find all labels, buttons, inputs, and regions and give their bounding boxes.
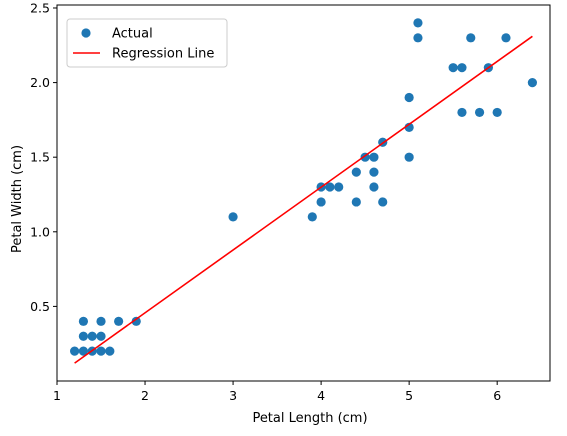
legend-label-actual: Actual xyxy=(112,27,153,42)
data-point xyxy=(351,197,361,207)
x-axis-label: Petal Length (cm) xyxy=(252,411,367,426)
data-point xyxy=(228,212,238,222)
data-point xyxy=(131,316,141,326)
y-tick-label: 0.5 xyxy=(30,299,50,314)
data-point xyxy=(369,167,379,177)
legend-label-regression: Regression Line xyxy=(112,47,214,62)
y-tick-label: 1.0 xyxy=(30,224,50,239)
legend-box xyxy=(66,18,228,68)
data-point xyxy=(351,167,361,177)
data-point xyxy=(501,33,511,43)
data-point xyxy=(404,92,414,103)
regression-line xyxy=(74,35,533,364)
data-point xyxy=(325,182,335,192)
data-point xyxy=(87,331,97,341)
x-tick-label: 6 xyxy=(493,388,501,403)
axes-frame xyxy=(56,4,551,382)
data-point xyxy=(404,152,414,162)
data-point xyxy=(307,212,317,222)
y-tick-label: 1.5 xyxy=(30,150,50,165)
data-point xyxy=(413,18,423,28)
axes: 1 2 3 4 5 6 0.5 1.0 1.5 2.0 2.5 xyxy=(30,0,551,403)
data-point xyxy=(96,331,106,341)
data-point xyxy=(492,107,502,118)
data-point xyxy=(527,77,537,88)
data-point xyxy=(448,63,458,73)
legend-marker-actual xyxy=(81,28,91,38)
data-point xyxy=(78,331,89,341)
y-tick-label: 2.5 xyxy=(30,0,50,15)
data-point xyxy=(474,107,485,118)
data-point xyxy=(96,316,106,326)
data-point xyxy=(369,152,379,162)
data-point xyxy=(316,197,326,207)
data-point xyxy=(334,182,344,192)
data-point xyxy=(96,346,106,356)
data-point xyxy=(78,346,89,356)
data-point xyxy=(413,33,423,43)
data-point xyxy=(457,107,467,118)
data-point xyxy=(457,63,467,73)
data-point xyxy=(70,346,80,356)
x-tick-label: 2 xyxy=(141,388,149,403)
plot-area xyxy=(70,18,537,364)
data-point xyxy=(105,346,115,356)
data-point xyxy=(466,33,476,43)
x-tick-label: 1 xyxy=(53,388,61,403)
data-point xyxy=(369,182,379,192)
y-tick-label: 2.0 xyxy=(30,75,50,90)
data-point xyxy=(378,197,388,207)
data-point xyxy=(114,316,124,326)
x-tick-label: 5 xyxy=(405,388,413,403)
data-point xyxy=(78,316,89,326)
legend: Actual Regression Line xyxy=(66,18,228,68)
x-tick-label: 4 xyxy=(317,388,325,403)
y-axis-label: Petal Width (cm) xyxy=(10,145,25,253)
x-tick-label: 3 xyxy=(229,388,237,403)
